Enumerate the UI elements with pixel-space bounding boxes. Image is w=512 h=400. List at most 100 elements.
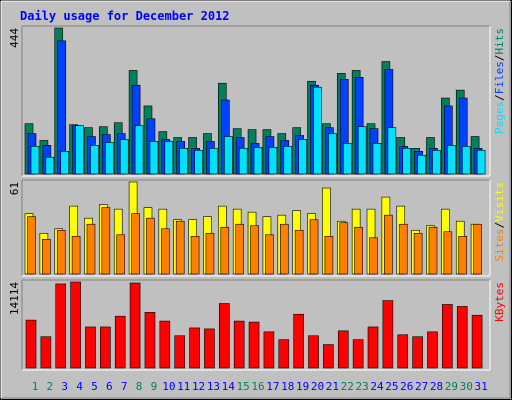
bar <box>397 334 409 369</box>
legend-entry: KBytes <box>493 282 506 322</box>
bar <box>382 300 394 369</box>
bar <box>205 232 215 275</box>
chart-title: Daily usage for December 2012 <box>20 9 230 23</box>
bar <box>85 326 96 369</box>
bar <box>105 142 114 175</box>
bar <box>220 226 230 275</box>
bar <box>253 147 263 175</box>
x-tick-label: 27 <box>415 380 428 393</box>
y-tick-label: 61 <box>8 182 21 195</box>
x-tick-label: 1 <box>32 380 39 393</box>
x-tick-label: 21 <box>326 380 339 393</box>
bar <box>70 281 81 369</box>
bar <box>233 320 245 369</box>
bar <box>293 313 304 369</box>
x-tick-label: 30 <box>460 380 473 393</box>
bar <box>131 213 140 275</box>
bar <box>339 222 349 275</box>
bar <box>309 219 319 275</box>
bar <box>119 139 129 175</box>
legend-separator: / <box>493 222 506 229</box>
bar <box>369 237 378 275</box>
bar <box>456 306 468 369</box>
bar <box>402 148 412 175</box>
bar <box>179 148 188 175</box>
bar <box>219 303 230 369</box>
y-tick-label: 14114 <box>8 282 21 315</box>
bar <box>101 207 111 275</box>
x-tick-label: 12 <box>192 380 205 393</box>
bar <box>250 225 259 275</box>
x-tick-label: 14 <box>222 380 236 393</box>
bar <box>27 216 36 275</box>
bar <box>175 220 185 275</box>
bar <box>149 141 159 175</box>
bar <box>447 145 456 175</box>
bar <box>209 148 218 175</box>
bar <box>159 320 171 369</box>
bar <box>458 235 468 275</box>
legend-separator: / <box>493 55 506 62</box>
x-tick-label: 8 <box>136 380 143 393</box>
legend-entry: Pages <box>493 101 506 134</box>
legend: KBytes <box>493 282 506 322</box>
bar <box>384 214 393 275</box>
bar <box>146 217 155 275</box>
bar <box>248 321 260 369</box>
bar <box>323 344 334 369</box>
bar <box>204 328 215 369</box>
x-tick-label: 18 <box>281 380 294 393</box>
bar <box>129 282 141 369</box>
bar <box>461 146 471 175</box>
bar <box>398 223 408 275</box>
bar <box>161 228 170 275</box>
bar <box>313 86 322 175</box>
x-tick-label: 17 <box>266 380 279 393</box>
x-tick-label: 25 <box>385 380 398 393</box>
bar <box>471 314 483 369</box>
bar <box>189 327 200 369</box>
bar <box>294 229 304 275</box>
x-tick-label: 10 <box>162 380 175 393</box>
bar <box>144 311 156 369</box>
legend-entry: Files <box>493 61 506 94</box>
bar <box>224 136 233 175</box>
bar <box>114 315 126 369</box>
bar <box>60 151 70 175</box>
x-tick-label: 22 <box>341 380 354 393</box>
bar <box>278 339 290 369</box>
x-tick-label: 23 <box>356 380 369 393</box>
legend-entry: Sites <box>493 228 506 261</box>
x-tick-label: 31 <box>474 380 487 393</box>
x-tick-label: 26 <box>400 380 413 393</box>
bar <box>238 148 248 175</box>
x-tick-label: 15 <box>237 380 250 393</box>
x-tick-label: 2 <box>47 380 54 393</box>
bar <box>473 223 482 275</box>
bar <box>45 156 55 175</box>
bar <box>476 150 486 175</box>
x-tick-label: 20 <box>311 380 324 393</box>
x-tick-label: 24 <box>370 380 384 393</box>
bar <box>279 223 289 275</box>
bar <box>75 125 84 175</box>
bar <box>71 235 81 275</box>
bar <box>25 319 37 369</box>
bar <box>265 234 274 275</box>
bar <box>86 223 96 275</box>
bar <box>413 232 423 275</box>
x-tick-label: 16 <box>251 380 264 393</box>
bar <box>56 229 66 275</box>
bar <box>194 150 203 175</box>
x-tick-label: 11 <box>177 380 190 393</box>
x-tick-label: 28 <box>430 380 443 393</box>
bar <box>367 326 379 369</box>
x-tick-label: 4 <box>76 380 83 393</box>
bar <box>190 235 200 275</box>
bar <box>55 283 67 369</box>
y-tick-label: 444 <box>8 28 21 48</box>
x-tick-label: 19 <box>296 380 309 393</box>
bar <box>432 150 441 175</box>
bar <box>100 326 111 369</box>
